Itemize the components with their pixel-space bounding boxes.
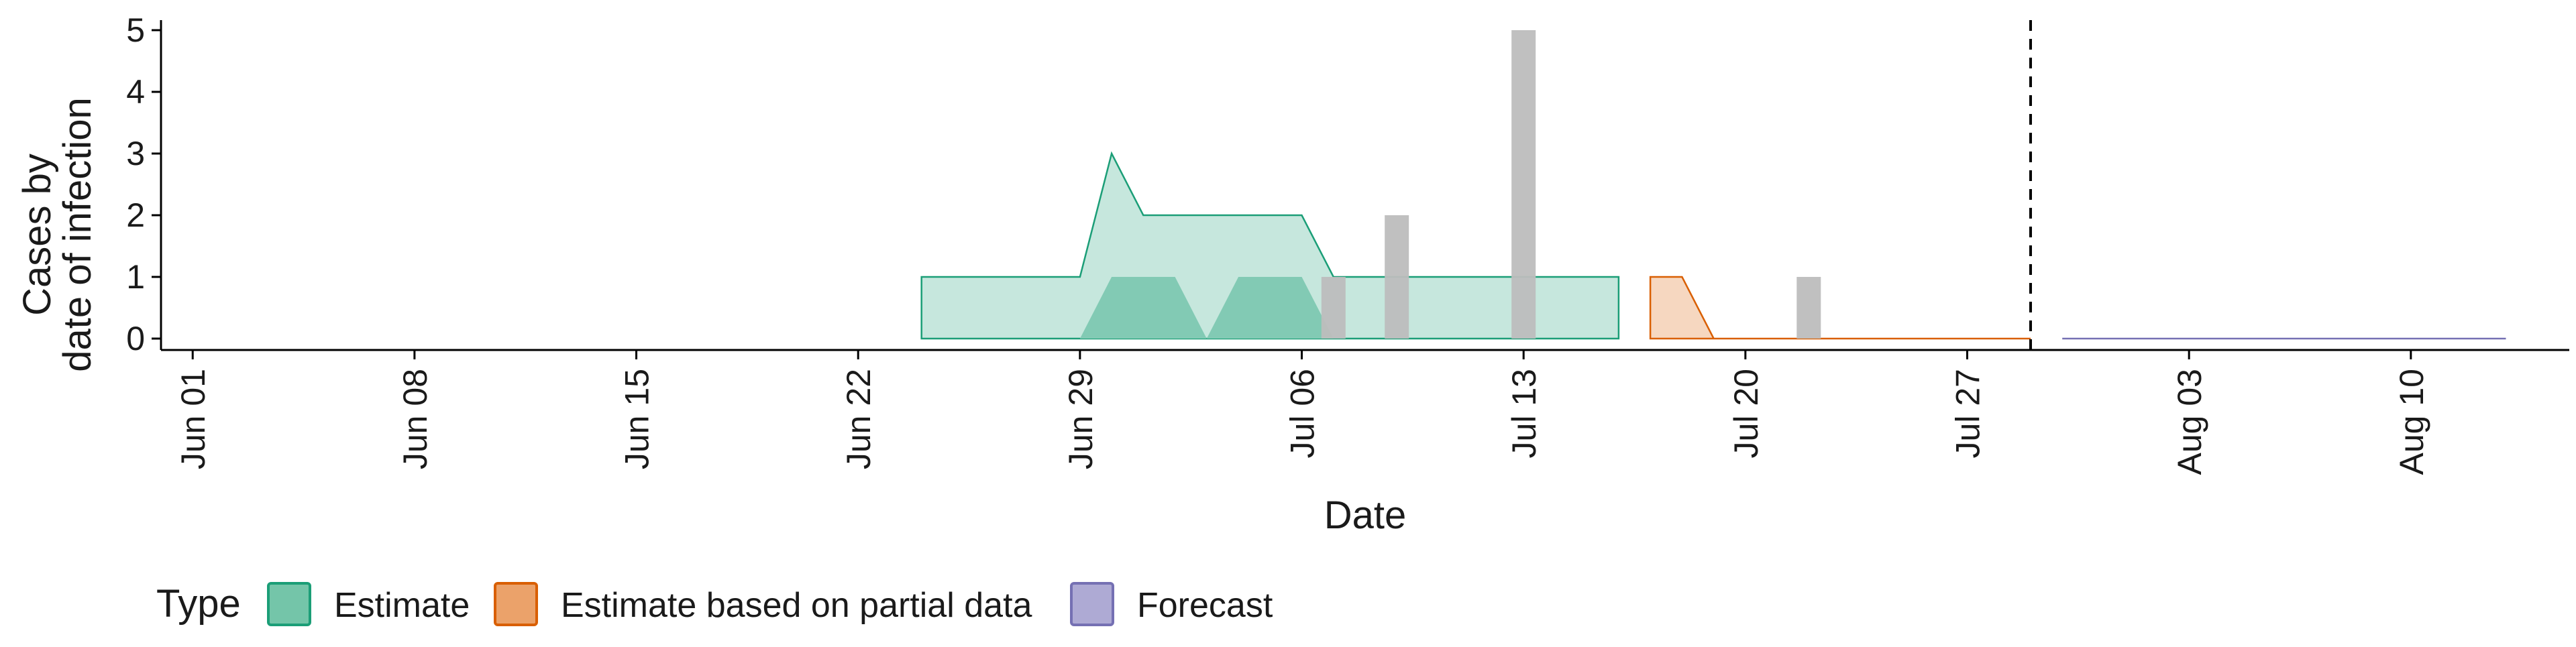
ribbon-outer-estimate-based-on-partial-data (1649, 276, 2031, 340)
y-tick-label-3: 3 (126, 135, 145, 172)
y-axis-title-line2: date of infection (56, 97, 99, 372)
legend-key-estimate (267, 582, 311, 626)
ribbon-inner-estimate (1079, 277, 1334, 339)
x-tick-label-2: Jun 15 (619, 369, 656, 469)
legend-label-forecast: Forecast (1137, 586, 1273, 625)
y-tick-label-5: 5 (126, 11, 145, 49)
x-tick-label-10: Aug 10 (2393, 369, 2430, 475)
y-axis-title-line1: Cases by (15, 154, 59, 316)
case-bar-2020-07-09 (1385, 215, 1409, 339)
axes-layer: 0 1 2 3 4 5 Jun 01 Jun 08 Jun 15 Jun 22 Jun 29 Jul … (126, 11, 2569, 475)
case-bar-2020-07-22 (1796, 277, 1821, 339)
legend-label-estimate: Estimate (334, 586, 470, 625)
x-tick-label-4: Jun 29 (1062, 369, 1099, 469)
y-tick-label-2: 2 (126, 196, 145, 234)
bar-layer (1321, 30, 1821, 339)
x-axis-title: Date (1324, 493, 1407, 537)
case-bar-2020-07-13 (1511, 30, 1536, 339)
x-tick-label-0: Jun 01 (174, 369, 212, 469)
x-tick-label-5: Jul 06 (1284, 369, 1322, 458)
x-tick-label-8: Jul 27 (1949, 369, 1987, 458)
x-tick-label-9: Aug 03 (2171, 369, 2208, 475)
legend: Type Estimate Estimate based on partial d… (156, 582, 1273, 626)
legend-key-forecast (1070, 582, 1114, 626)
y-tick-label-4: 4 (126, 73, 145, 111)
label-layer: Cases by date of infection Date (15, 97, 1406, 537)
case-bar-2020-07-07 (1321, 277, 1346, 339)
legend-key-estimate-based-on-partial-data (494, 582, 538, 626)
x-tick-label-6: Jul 13 (1505, 369, 1543, 458)
x-tick-label-3: Jun 22 (840, 369, 877, 469)
legend-title: Type (156, 582, 241, 626)
legend-label-estimate-based-on-partial-data: Estimate based on partial data (561, 586, 1032, 625)
x-tick-label-1: Jun 08 (396, 369, 434, 469)
y-tick-label-1: 1 (126, 258, 145, 296)
ribbon-layer (920, 151, 2506, 340)
y-tick-label-0: 0 (126, 320, 145, 357)
x-tick-label-7: Jul 20 (1727, 369, 1765, 458)
